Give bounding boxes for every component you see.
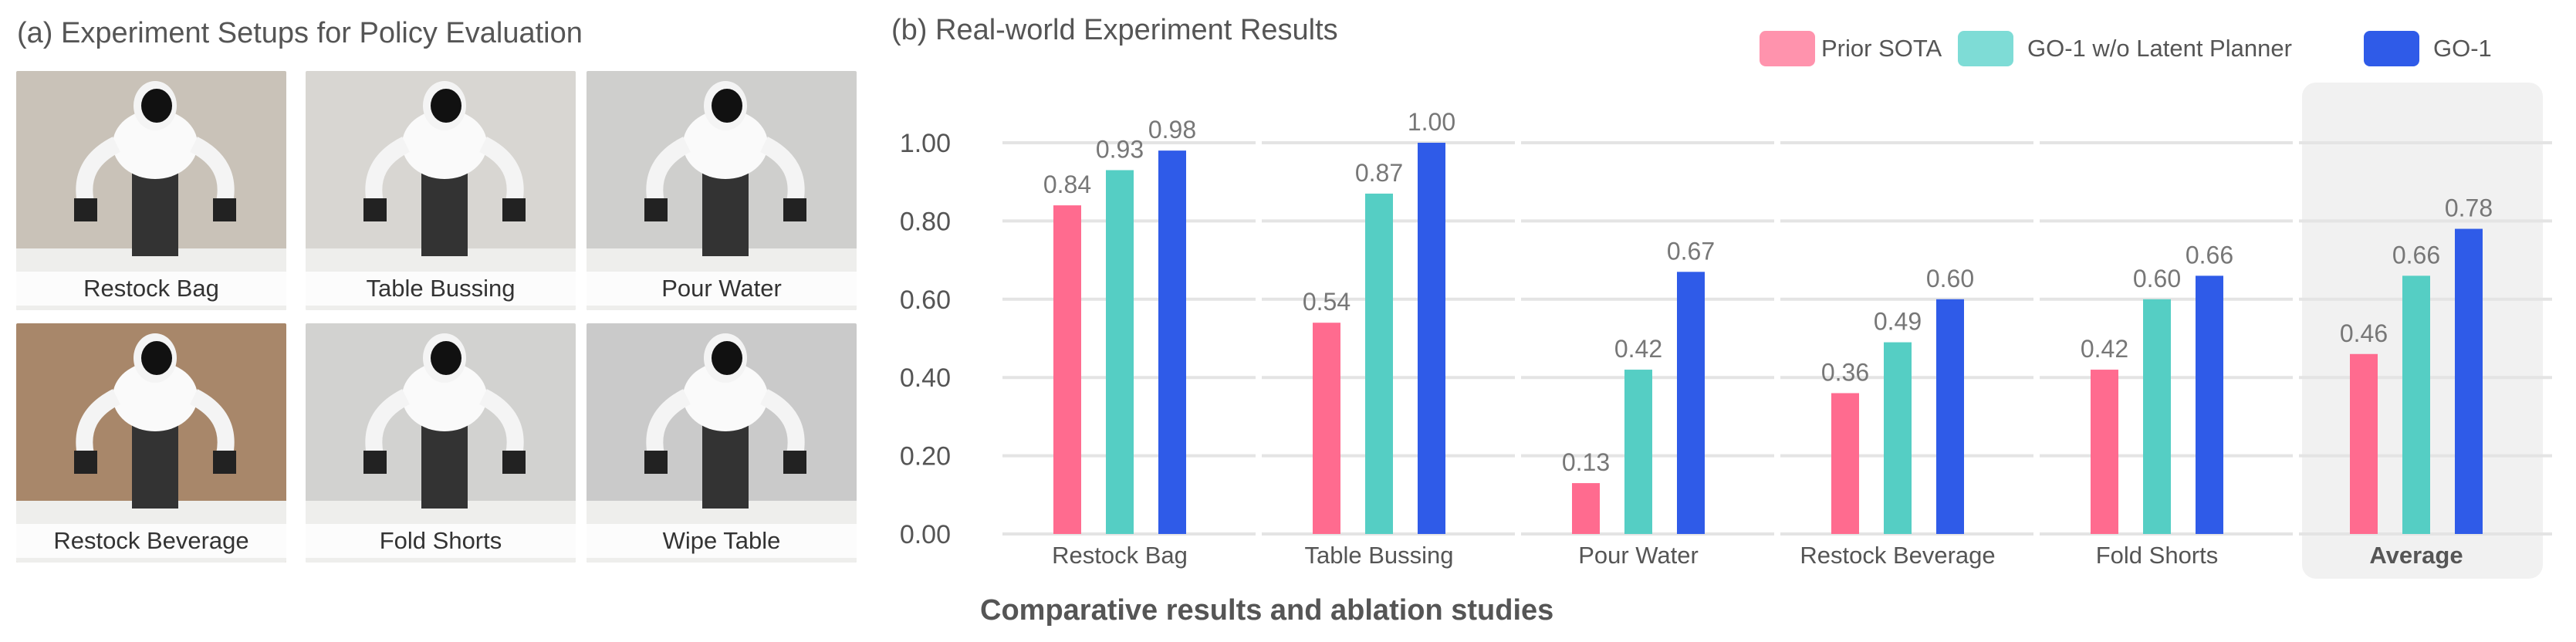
bar [1572,483,1600,534]
data-label: 0.98 [1148,116,1196,144]
data-label: 1.00 [1408,108,1455,136]
legend-label: Prior SOTA [1821,35,1942,62]
x-tick-label: Pour Water [1578,542,1699,569]
setup-image: Restock Beverage [16,323,286,563]
legend-item-go1: GO-1 [2364,31,2492,66]
bar [1313,323,1340,534]
panel-a-title: (a) Experiment Setups for Policy Evaluat… [17,17,583,49]
data-label: 0.42 [2081,335,2128,363]
y-tick-label: 0.80 [900,207,951,236]
y-tick-label: 0.00 [900,520,951,549]
setup-caption: Restock Beverage [16,524,286,558]
setup-caption: Pour Water [587,272,857,306]
data-label: 0.67 [1667,237,1715,265]
x-tick-label: Table Bussing [1304,542,1453,569]
setup-caption: Restock Bag [16,272,286,306]
y-tick-label: 1.00 [900,129,951,158]
bar [2196,275,2223,534]
setup-caption: Wipe Table [587,524,857,558]
legend-label: GO-1 [2433,35,2492,62]
data-label: 0.66 [2186,241,2233,269]
setup-image: Pour Water [587,71,857,310]
setup-image: Table Bussing [306,71,576,310]
data-label: 0.93 [1096,135,1144,163]
data-label: 0.60 [2133,265,2181,292]
y-tick-label: 0.40 [900,363,951,393]
x-tick-label: Restock Bag [1052,542,1188,569]
y-tick-label: 0.20 [900,442,951,471]
x-tick-label: Restock Beverage [1800,542,1995,569]
bar [2455,228,2483,534]
x-tick-label: Fold Shorts [2096,542,2219,569]
bar [1936,299,1964,534]
bar [1884,342,1912,534]
data-label: 0.42 [1614,335,1662,363]
bar [1677,272,1705,534]
bar [1624,370,1652,534]
bar [1158,150,1186,534]
legend-label: GO-1 w/o Latent Planner [2027,35,2292,62]
data-label: 0.84 [1043,171,1091,198]
bar [2402,275,2430,534]
bar [1831,393,1859,534]
setup-image: Restock Bag [16,71,286,310]
data-label: 0.46 [2340,319,2388,347]
bar [1053,205,1081,534]
bar [1418,143,1445,534]
figure-subtitle: Comparative results and ablation studies [980,594,1554,627]
bar [1365,193,1393,534]
bar [2143,299,2171,534]
legend-swatch [1760,31,1815,66]
data-label: 0.78 [2445,194,2493,222]
x-tick-label: Average [2369,542,2463,569]
bar [2350,353,2378,534]
y-tick-label: 0.60 [900,286,951,315]
setup-image: Fold Shorts [306,323,576,563]
data-label: 0.49 [1874,308,1922,336]
setup-image: Wipe Table [587,323,857,563]
data-label: 0.87 [1355,159,1403,187]
bar [2091,370,2118,534]
bar [1106,170,1134,535]
setup-caption: Table Bussing [306,272,576,306]
setup-caption: Fold Shorts [306,524,576,558]
legend-item-prior-sota: Prior SOTA [1760,31,1942,66]
data-label: 0.13 [1562,448,1610,476]
legend-swatch [1958,31,2013,66]
legend-swatch [2364,31,2419,66]
panel-b-title: (b) Real-world Experiment Results [891,14,1338,46]
data-label: 0.54 [1303,288,1351,316]
legend-item-go1-wo-planner: GO-1 w/o Latent Planner [1958,31,2292,66]
data-label: 0.66 [2392,241,2440,269]
data-label: 0.60 [1926,265,1974,292]
data-label: 0.36 [1821,358,1869,386]
